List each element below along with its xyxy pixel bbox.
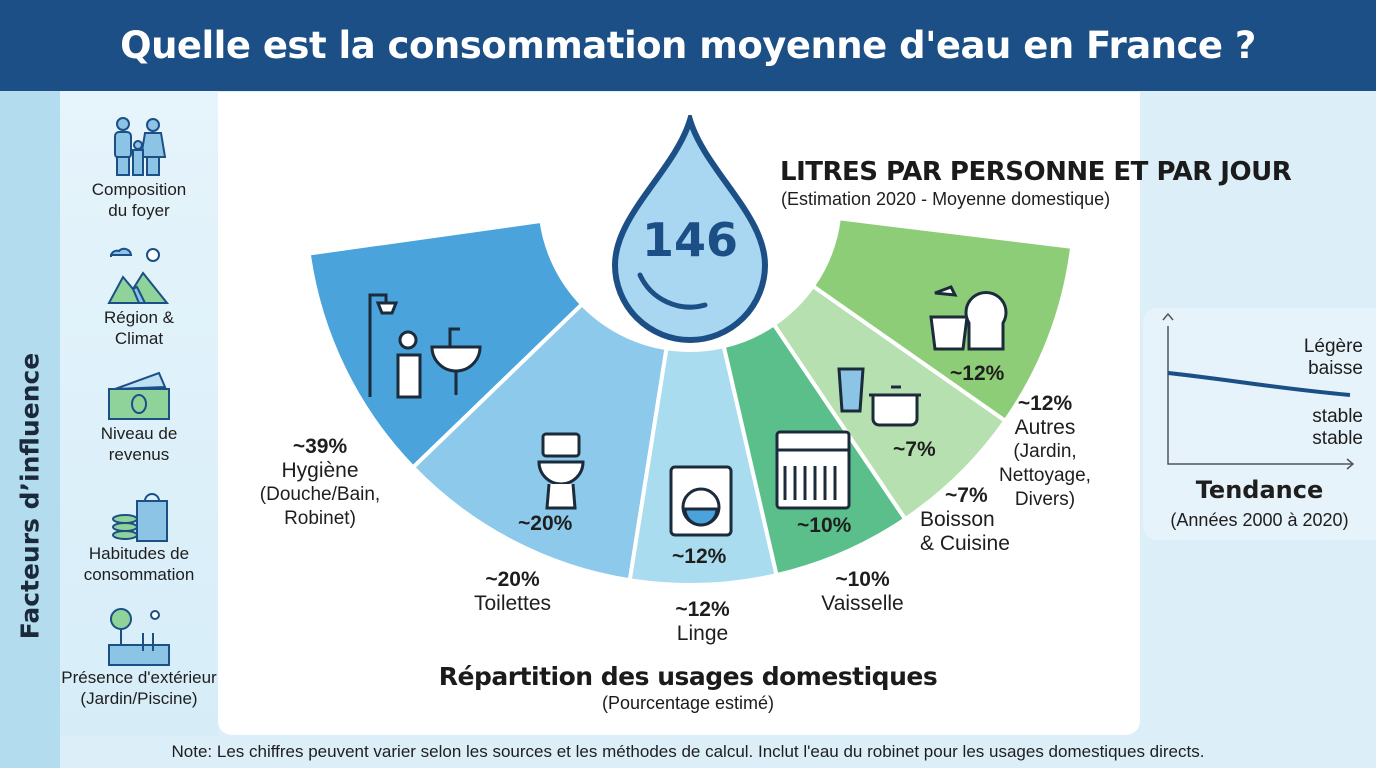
detail: Robinet) — [284, 508, 356, 529]
water-drop-icon — [611, 115, 769, 343]
factor-habits: Habitudes de consommation — [60, 487, 218, 585]
toilet-icon — [537, 432, 585, 510]
category: Toilettes — [473, 592, 552, 615]
trend-axes — [1167, 326, 1353, 465]
trend-text: stable — [1312, 406, 1363, 427]
label-toilettes: ~20% Toilettes — [450, 568, 575, 616]
factor-income: Niveau de revenus — [60, 371, 218, 465]
segment-hygiène — [306, 218, 585, 471]
axis-arrows — [1162, 312, 1355, 470]
factors-list: Composition du foyer Région & Climat Niv… — [60, 91, 218, 736]
trend-title: Tendance — [1195, 476, 1324, 504]
segment-toilettes — [410, 301, 669, 583]
pct: ~10% — [835, 568, 890, 591]
trend-chart — [1162, 312, 1355, 470]
region-climate-icon — [107, 247, 170, 304]
trend-top-label: Légère baisse — [1273, 336, 1363, 380]
category: Linge — [676, 622, 729, 645]
label-linge: ~12% Linge — [640, 598, 765, 646]
trend-text: stable — [1312, 428, 1363, 449]
pct: ~12% — [675, 598, 730, 621]
detail: (Jardin, — [1013, 441, 1077, 462]
label-boisson: ~7% Boisson & Cuisine — [920, 484, 1030, 556]
category: & Cuisine — [920, 532, 1010, 555]
factors-strip: Facteurs d’influence — [0, 91, 60, 768]
factor-label: revenus — [108, 445, 170, 464]
pct: ~12% — [1017, 392, 1073, 415]
factor-label: Région & — [104, 308, 174, 327]
detail: (Douche/Bain, — [259, 484, 381, 505]
factor-outdoor: Présence d'extérieur (Jardin/Piscine) — [60, 605, 218, 709]
factor-label: Présence d'extérieur — [61, 668, 217, 687]
garden-pool-icon — [108, 608, 170, 666]
label-hygiene: ~39% Hygiène (Douche/Bain, Robinet) — [250, 435, 390, 531]
data-label-linge: ~12% — [672, 545, 727, 568]
factor-label: Climat — [114, 329, 164, 348]
trend-text: baisse — [1308, 358, 1363, 379]
factor-label: Habitudes de — [88, 544, 190, 563]
footnote: Note: Les chiffres peuvent varier selon … — [171, 742, 1205, 761]
factor-label: Niveau de — [100, 424, 178, 443]
factor-label: (Jardin/Piscine) — [80, 689, 198, 708]
factor-label: du foyer — [108, 201, 170, 220]
data-label-autres: ~12% — [950, 362, 1005, 385]
trend-card: Légère baisse stable stable Tendance (An… — [1143, 308, 1376, 540]
factor-region: Région & Climat — [60, 243, 218, 349]
data-label-toilettes: ~20% — [518, 512, 573, 535]
washing-machine-icon — [669, 465, 733, 537]
trend-line — [1167, 371, 1351, 397]
factor-label: consommation — [83, 565, 195, 584]
category: Boisson — [920, 508, 995, 531]
data-label-vaisselle: ~10% — [797, 514, 852, 537]
factor-household: Composition du foyer — [60, 115, 218, 221]
label-autres: ~12% Autres (Jardin, Nettoyage, Divers) — [990, 392, 1100, 512]
header: Quelle est la consommation moyenne d'eau… — [0, 0, 1376, 91]
category: Autres — [1014, 416, 1076, 439]
page-title: Quelle est la consommation moyenne d'eau… — [120, 24, 1256, 67]
trend-subtitle: (Années 2000 à 2020) — [1170, 510, 1349, 530]
detail: Nettoyage, — [999, 465, 1091, 486]
trend-bottom-label: stable stable — [1273, 406, 1363, 450]
cleaning-bucket-icon — [929, 285, 1008, 351]
shopping-coins-icon — [112, 493, 168, 542]
chart-subtitle: (Pourcentage estimé) — [601, 693, 775, 713]
category: Hygiène — [281, 459, 359, 482]
pct: ~7% — [945, 484, 988, 507]
family-icon — [114, 117, 167, 176]
glass-pot-icon — [837, 367, 921, 427]
label-vaisselle: ~10% Vaisselle — [800, 568, 925, 616]
money-icon — [108, 371, 170, 420]
category: Vaisselle — [821, 592, 904, 615]
headline-label: LITRES PAR PERSONNE ET PAR JOUR — [780, 157, 1292, 187]
dishwasher-icon — [775, 430, 851, 510]
data-label-boisson: ~7% — [893, 438, 936, 461]
shower-icon — [368, 293, 482, 399]
pct: ~39% — [292, 435, 348, 458]
headline-value: 146 — [641, 213, 739, 267]
trend-text: Légère — [1303, 336, 1363, 357]
factor-label: Composition — [91, 180, 187, 199]
detail: Divers) — [1014, 489, 1076, 510]
pct: ~20% — [485, 568, 540, 591]
chart-title: Répartition des usages domestiques — [438, 662, 938, 691]
headline-sub: (Estimation 2020 - Moyenne domestique) — [781, 189, 1111, 209]
